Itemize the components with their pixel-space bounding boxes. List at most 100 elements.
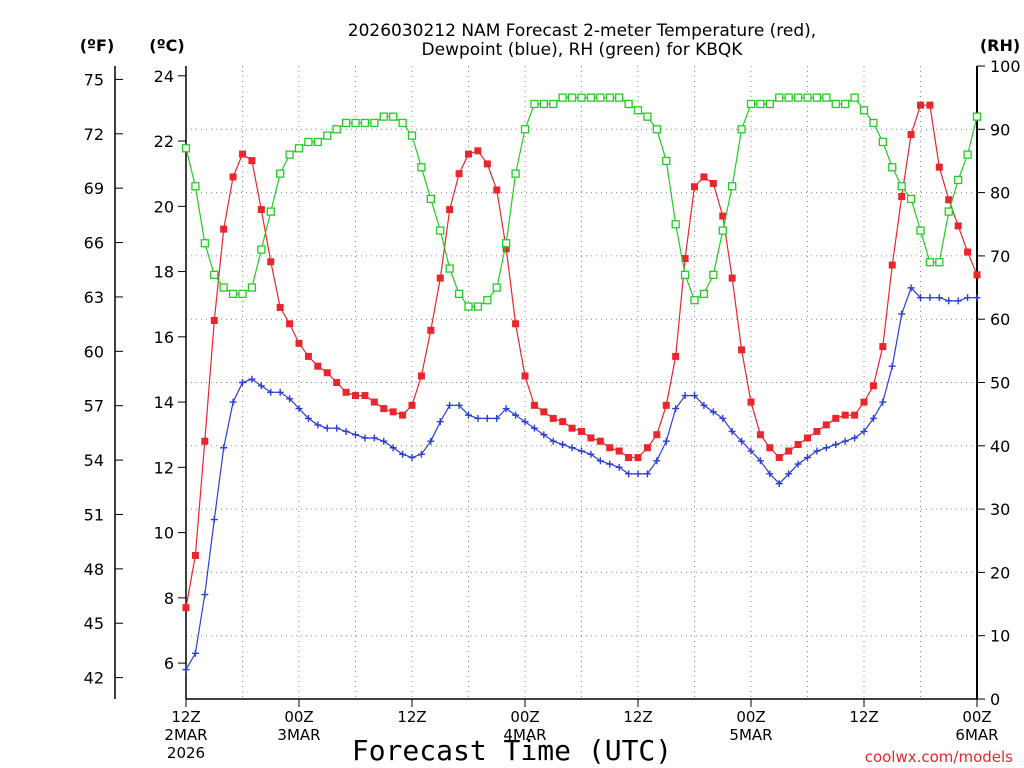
temperature-point bbox=[935, 163, 943, 171]
temperature-point bbox=[257, 206, 265, 214]
dewpoint-point bbox=[220, 444, 228, 452]
temperature-point bbox=[898, 193, 906, 201]
rh-point bbox=[662, 156, 671, 166]
rh-point bbox=[690, 296, 699, 305]
temperature-point bbox=[747, 398, 755, 406]
dewpoint-point bbox=[860, 427, 868, 435]
rh-point bbox=[906, 194, 916, 204]
dewpoint-point bbox=[455, 401, 463, 409]
rh-point bbox=[426, 194, 435, 204]
dewpoint-point bbox=[822, 444, 830, 452]
temperature-point bbox=[304, 352, 312, 360]
x-tick-date-label: 3MAR bbox=[277, 726, 320, 744]
dewpoint-point bbox=[502, 405, 510, 413]
dewpoint-point bbox=[276, 388, 284, 396]
series-dewpoint bbox=[182, 284, 981, 674]
dewpoint-point bbox=[465, 411, 472, 419]
temperature-point bbox=[756, 431, 764, 439]
temperature-point bbox=[568, 424, 576, 432]
rh-point bbox=[549, 99, 558, 109]
rh-point bbox=[511, 169, 520, 178]
dewpoint-point bbox=[474, 414, 482, 422]
dewpoint-point bbox=[483, 414, 491, 422]
x-tick-label: 12Z bbox=[397, 708, 426, 726]
fahrenheit-tick-label: 69 bbox=[84, 179, 104, 198]
temperature-point bbox=[323, 369, 331, 377]
dewpoint-point bbox=[756, 457, 764, 465]
dewpoint-point bbox=[832, 440, 840, 448]
temperature-point bbox=[738, 346, 746, 354]
dewpoint-point bbox=[973, 294, 981, 302]
temperature-point bbox=[295, 339, 303, 347]
temperature-point bbox=[606, 444, 614, 452]
rh-point bbox=[304, 137, 313, 147]
rh-point bbox=[332, 125, 341, 134]
temperature-point bbox=[766, 444, 774, 452]
x-tick-label: 00Z bbox=[736, 708, 765, 726]
temperature-point bbox=[248, 157, 256, 165]
rh-point bbox=[294, 144, 304, 153]
dewpoint-point bbox=[653, 457, 661, 465]
rh-point bbox=[238, 289, 247, 299]
temperature-point bbox=[917, 101, 924, 109]
celsius-tick-label: 16 bbox=[154, 328, 174, 347]
temperature-point bbox=[389, 408, 397, 416]
rh-point bbox=[746, 99, 756, 109]
dewpoint-point bbox=[813, 447, 821, 455]
dewpoint-point bbox=[182, 666, 190, 674]
temperature-point bbox=[860, 398, 868, 406]
x-tick-label: 12Z bbox=[171, 708, 200, 726]
x-tick-label: 00Z bbox=[284, 708, 313, 726]
temperature-point bbox=[964, 248, 972, 256]
rh-point bbox=[483, 296, 492, 305]
fahrenheit-tick-label: 66 bbox=[84, 234, 104, 253]
rh-point bbox=[718, 226, 727, 235]
fahrenheit-tick-label: 63 bbox=[84, 288, 104, 307]
dewpoint-point bbox=[210, 516, 218, 524]
dewpoint-point bbox=[766, 470, 774, 478]
rh-point bbox=[615, 93, 624, 102]
temperature-point bbox=[634, 454, 642, 462]
fahrenheit-unit-label: (ºF) bbox=[80, 36, 115, 55]
rh-point bbox=[972, 112, 982, 121]
dewpoint-point bbox=[879, 398, 887, 406]
temperature-point bbox=[549, 414, 557, 422]
temperature-point bbox=[483, 160, 491, 168]
rh-point bbox=[652, 125, 661, 134]
rh-point bbox=[878, 137, 887, 147]
temperature-point bbox=[530, 401, 538, 409]
dewpoint-point bbox=[785, 470, 793, 478]
dewpoint-point bbox=[427, 437, 435, 445]
temperature-point bbox=[559, 418, 567, 426]
rh-point bbox=[850, 93, 859, 102]
rh-point bbox=[417, 163, 426, 172]
dewpoint-point bbox=[794, 460, 802, 468]
dewpoint-point bbox=[286, 395, 294, 403]
rh-point bbox=[370, 118, 379, 128]
rh-point bbox=[181, 144, 191, 153]
temperature-point bbox=[276, 303, 284, 311]
rh-point bbox=[709, 270, 718, 280]
rh-point bbox=[897, 182, 906, 191]
temperature-point bbox=[455, 170, 463, 178]
rh-point bbox=[567, 93, 577, 102]
temperature-point bbox=[973, 271, 981, 279]
rh-point bbox=[643, 112, 652, 121]
rh-point bbox=[699, 289, 709, 299]
rh-point bbox=[436, 226, 445, 235]
temperature-point bbox=[399, 411, 407, 419]
x-tick-date-label: 4MAR bbox=[503, 726, 546, 744]
tick-labels: 42 45 48 51 54 57 60 63 66 69 72 75 6 8 10 12 14 16 18 20 22… bbox=[84, 57, 1021, 762]
dewpoint-point bbox=[804, 454, 811, 462]
rh-point bbox=[756, 99, 765, 109]
rh-point bbox=[502, 239, 511, 248]
rh-tick-label: 80 bbox=[990, 184, 1010, 203]
rh-point bbox=[313, 137, 322, 147]
x-tick-date-label: 2MAR bbox=[164, 726, 207, 744]
temperature-point bbox=[521, 372, 529, 380]
rh-point bbox=[812, 93, 822, 102]
rh-point bbox=[737, 125, 746, 134]
rh-point bbox=[633, 106, 643, 115]
dewpoint-point bbox=[869, 414, 877, 422]
temperature-point bbox=[879, 343, 887, 351]
